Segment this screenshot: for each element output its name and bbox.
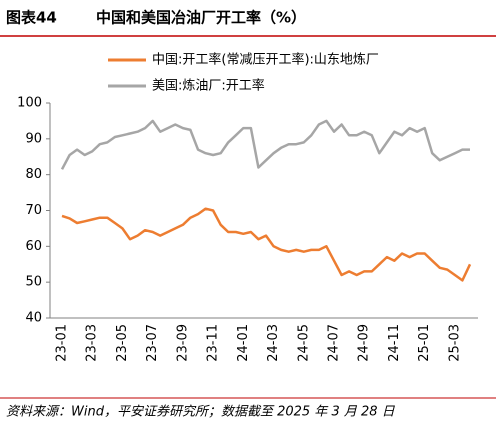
- y-tick-label: 100: [17, 96, 42, 111]
- series-line: [61, 207, 472, 282]
- x-tick-label: 24-07: [327, 324, 342, 362]
- y-tick-label: 70: [25, 203, 42, 218]
- figure-label: 图表44: [6, 9, 57, 27]
- y-tick-label: 90: [25, 131, 42, 146]
- y-tick-label: 50: [25, 275, 42, 290]
- series-line: [60, 119, 470, 170]
- x-tick-label: 23-03: [85, 324, 100, 362]
- legend-label: 美国:炼油厂:开工率: [152, 78, 265, 94]
- chart-title: 中国和美国冶油厂开工率（%）: [96, 9, 306, 27]
- x-tick-label: 23-11: [206, 324, 221, 362]
- legend-label: 中国:开工率(常减压开工率):山东地炼厂: [152, 52, 379, 68]
- y-tick-label: 80: [25, 167, 42, 182]
- x-tick-label: 23-09: [175, 324, 190, 362]
- source-note: 资料来源：Wind，平安证券研究所；数据截至 2025 年 3 月 28 日: [6, 404, 396, 420]
- x-tick-label: 23-07: [145, 324, 160, 362]
- x-tick-label: 23-01: [55, 324, 70, 362]
- x-tick-label: 24-03: [266, 324, 281, 362]
- y-tick-label: 60: [25, 239, 42, 254]
- x-tick-label: 24-11: [387, 324, 402, 362]
- x-tick-label: 25-01: [417, 324, 432, 362]
- x-tick-label: 24-01: [236, 324, 251, 362]
- x-tick-label: 25-03: [447, 324, 462, 362]
- x-tick-label: 24-05: [296, 324, 311, 362]
- x-tick-label: 23-05: [115, 324, 130, 362]
- y-tick-label: 40: [25, 311, 42, 326]
- x-tick-label: 24-09: [357, 324, 372, 362]
